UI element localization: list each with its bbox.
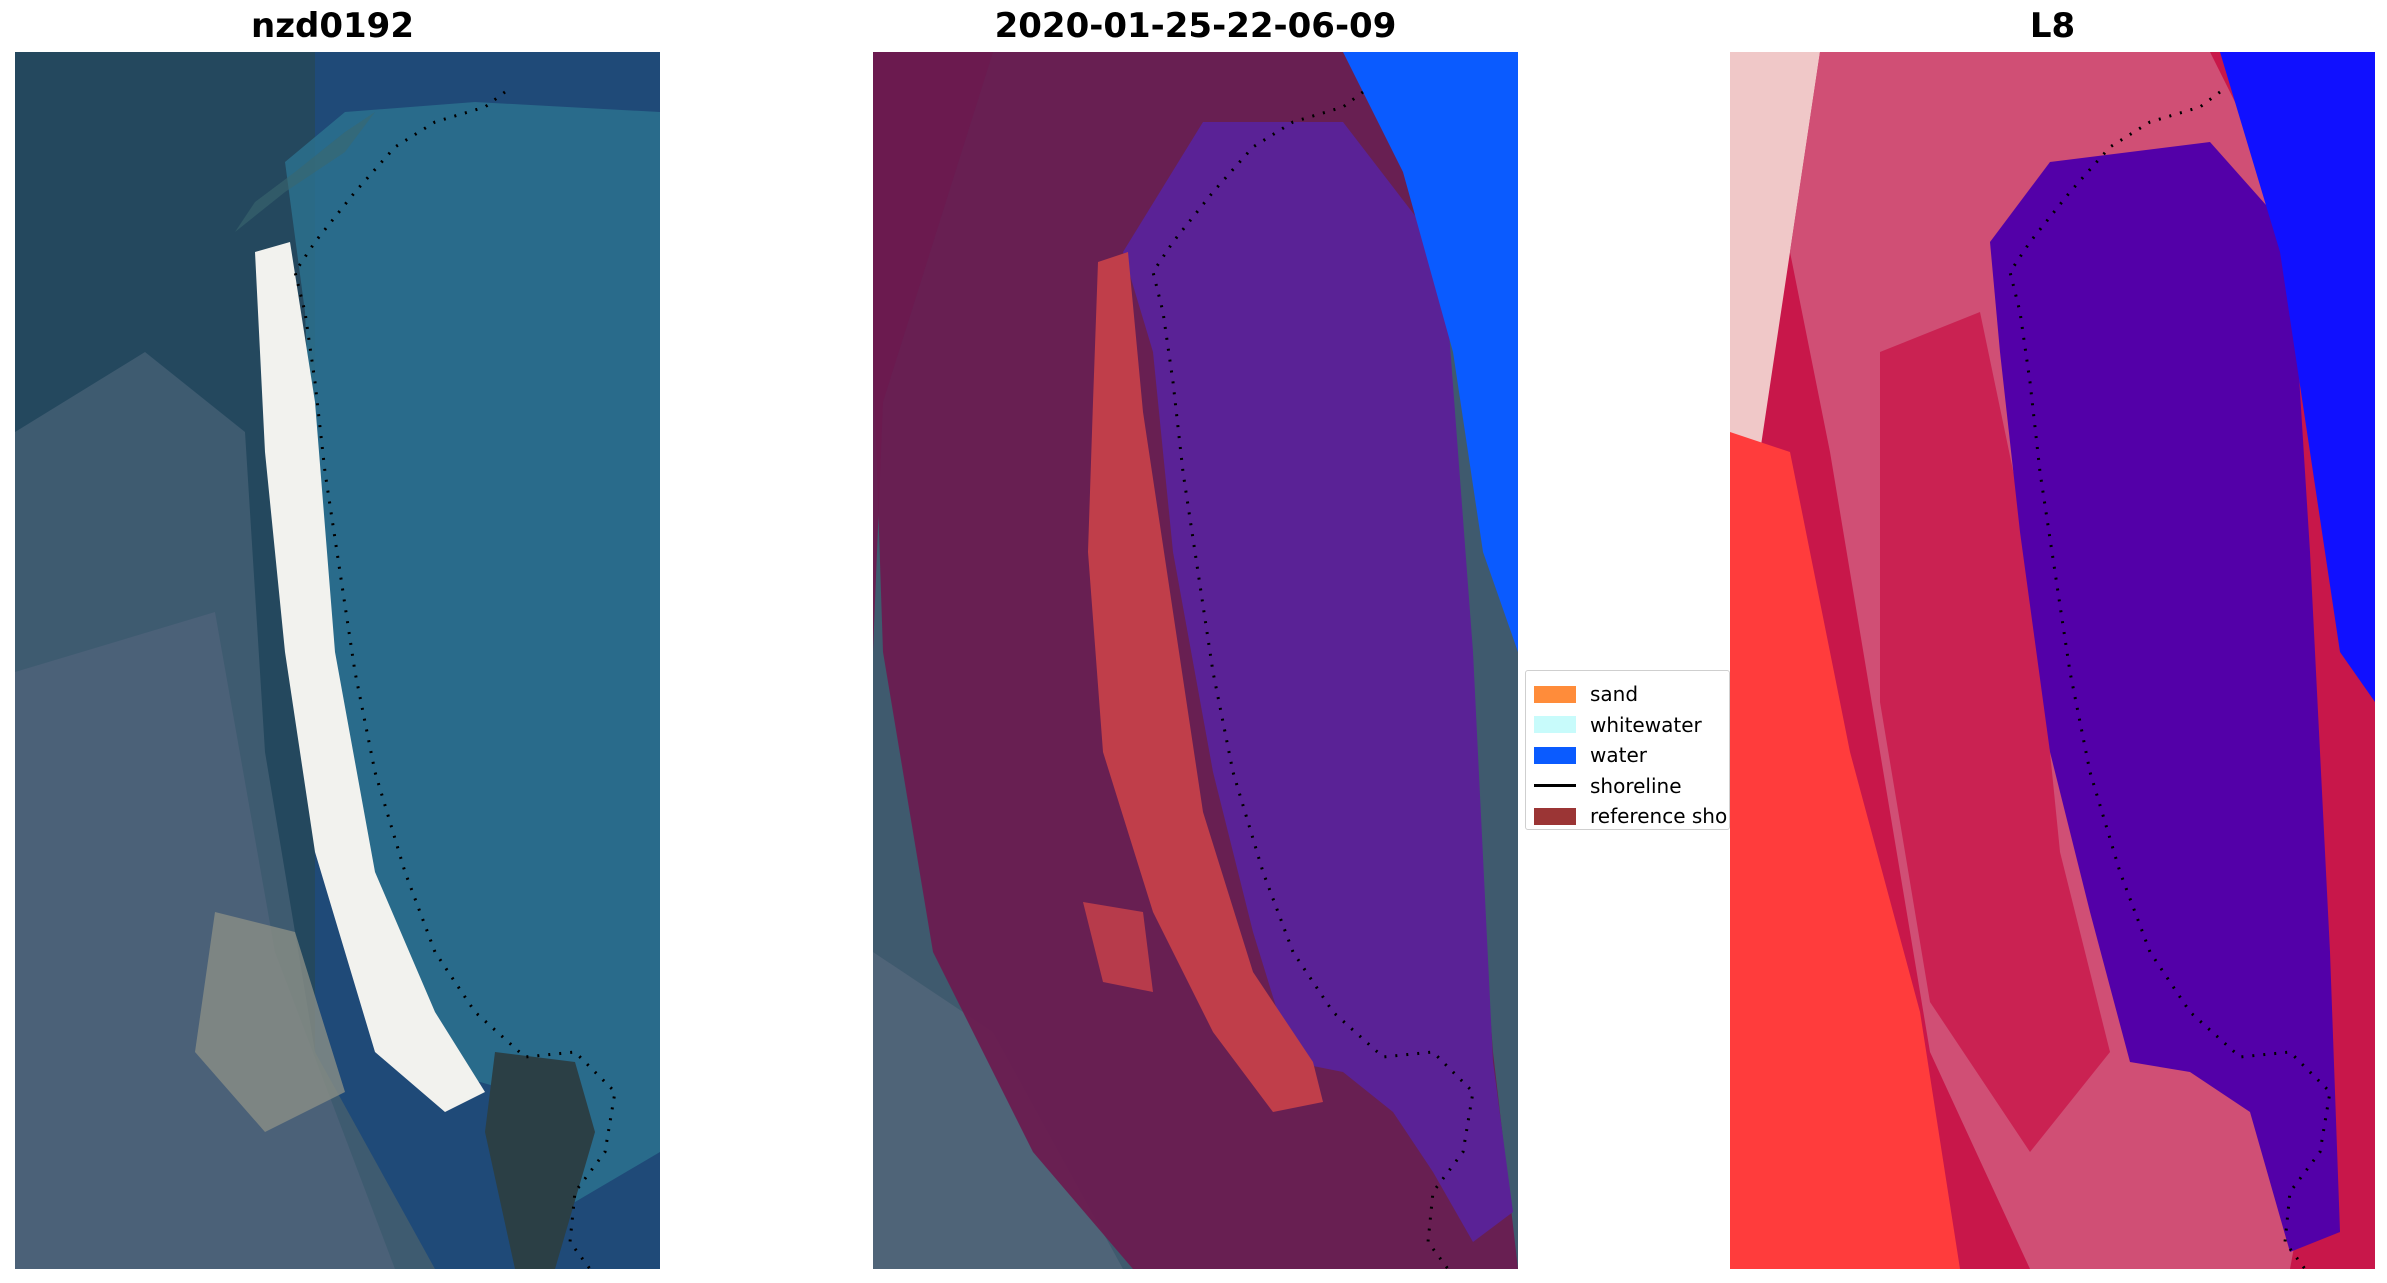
legend-label: water bbox=[1590, 743, 1647, 768]
legend-label: reference shoreline bbox=[1590, 804, 1729, 829]
legend-swatch-reference-shoreline bbox=[1534, 807, 1576, 825]
legend-item-sand: sand bbox=[1534, 679, 1729, 710]
panel-title-rgb: nzd0192 bbox=[251, 6, 414, 46]
legend-label: shoreline bbox=[1590, 773, 1682, 798]
classified-image bbox=[873, 52, 1518, 1269]
panel-title-index: L8 bbox=[2029, 6, 2076, 46]
legend: sand whitewater water shoreline referenc… bbox=[1525, 670, 1730, 830]
legend-line-shoreline bbox=[1534, 784, 1576, 788]
index-image bbox=[1730, 52, 2375, 1269]
legend-swatch-sand bbox=[1534, 685, 1576, 703]
panel-title-classified: 2020-01-25-22-06-09 bbox=[994, 6, 1397, 46]
legend-swatch-water bbox=[1534, 746, 1576, 764]
rgb-satellite-image bbox=[15, 52, 660, 1269]
legend-label: sand bbox=[1590, 682, 1639, 707]
legend-label: whitewater bbox=[1590, 712, 1702, 737]
legend-item-whitewater: whitewater bbox=[1534, 710, 1729, 741]
legend-item-water: water bbox=[1534, 740, 1729, 771]
legend-item-reference-shoreline: reference shoreline bbox=[1534, 801, 1729, 829]
legend-item-shoreline: shoreline bbox=[1534, 771, 1729, 802]
legend-swatch-whitewater bbox=[1534, 716, 1576, 734]
